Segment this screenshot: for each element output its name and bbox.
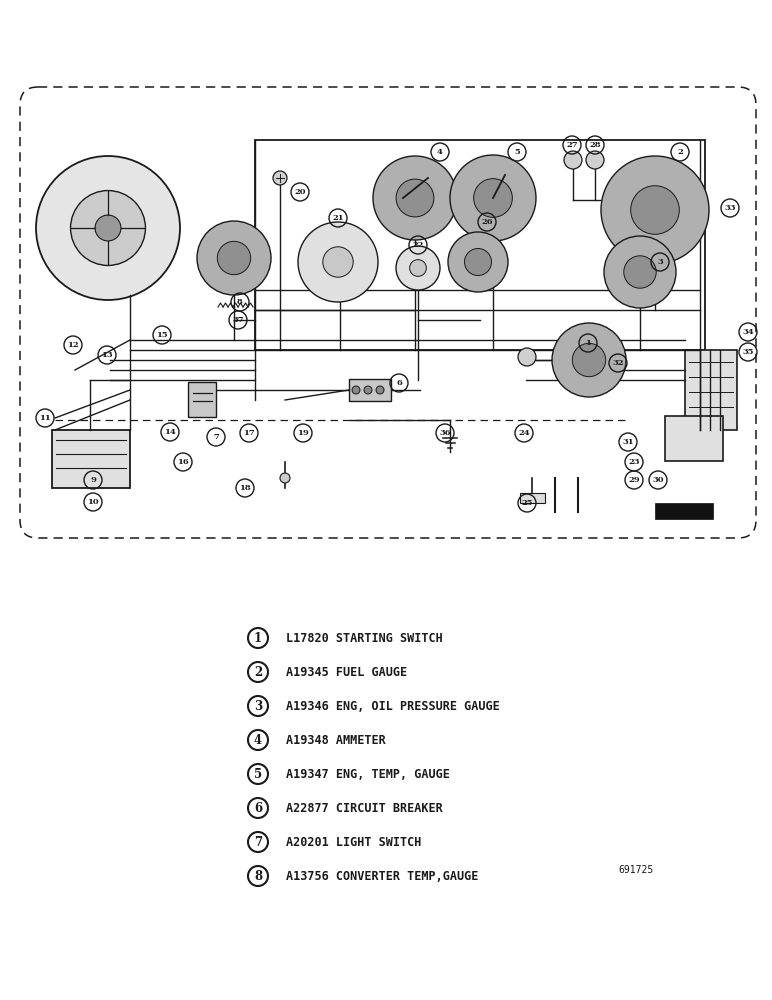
Text: 15: 15 [156, 331, 168, 339]
Circle shape [624, 256, 656, 288]
Text: 6: 6 [396, 379, 402, 387]
Text: 17: 17 [243, 429, 255, 437]
Text: 19: 19 [297, 429, 309, 437]
Circle shape [518, 348, 536, 366]
Text: 20: 20 [294, 188, 306, 196]
Circle shape [448, 232, 508, 292]
Circle shape [218, 241, 251, 275]
Text: 5: 5 [254, 768, 262, 780]
Text: 14: 14 [164, 428, 176, 436]
Circle shape [298, 222, 378, 302]
Text: 30: 30 [652, 476, 664, 484]
Text: A19345 FUEL GAUGE: A19345 FUEL GAUGE [286, 666, 407, 678]
Text: 1: 1 [254, 632, 262, 645]
Text: 1: 1 [585, 339, 591, 347]
Circle shape [474, 179, 513, 217]
Text: A19346 ENG, OIL PRESSURE GAUGE: A19346 ENG, OIL PRESSURE GAUGE [286, 700, 499, 712]
Circle shape [376, 386, 384, 394]
Text: 22: 22 [412, 241, 424, 249]
Bar [349, 379, 391, 401]
Text: 13: 13 [101, 351, 113, 359]
Circle shape [564, 151, 582, 169]
Circle shape [586, 151, 604, 169]
Text: A19348 AMMETER: A19348 AMMETER [286, 734, 386, 746]
Circle shape [70, 191, 145, 265]
Bar [255, 140, 705, 350]
Bar [520, 493, 545, 503]
Text: 3: 3 [657, 258, 663, 266]
Circle shape [572, 343, 606, 377]
Circle shape [410, 260, 426, 276]
Text: 26: 26 [481, 218, 493, 226]
Text: 10: 10 [87, 498, 99, 506]
Text: 2: 2 [677, 148, 683, 156]
Circle shape [197, 221, 271, 295]
Text: A13756 CONVERTER TEMP,GAUGE: A13756 CONVERTER TEMP,GAUGE [286, 869, 479, 882]
Text: L17820 STARTING SWITCH: L17820 STARTING SWITCH [286, 632, 443, 645]
Circle shape [364, 386, 372, 394]
Text: 8: 8 [237, 298, 243, 306]
Text: 9: 9 [90, 476, 96, 484]
Text: 8: 8 [254, 869, 262, 882]
Circle shape [604, 236, 676, 308]
Circle shape [36, 156, 180, 300]
Circle shape [396, 179, 434, 217]
Text: 24: 24 [518, 429, 530, 437]
Text: 27: 27 [566, 141, 577, 149]
Circle shape [450, 155, 536, 241]
Text: 4: 4 [437, 148, 443, 156]
Circle shape [601, 156, 709, 264]
Text: 36: 36 [439, 429, 451, 437]
Text: 12: 12 [67, 341, 79, 349]
Text: 2: 2 [254, 666, 262, 678]
Circle shape [465, 248, 492, 275]
Text: 11: 11 [39, 414, 51, 422]
Circle shape [280, 473, 290, 483]
Text: 7: 7 [213, 433, 219, 441]
Text: 35: 35 [742, 348, 753, 356]
Text: 37: 37 [232, 316, 244, 324]
Text: 34: 34 [742, 328, 753, 336]
Text: 16: 16 [177, 458, 189, 466]
Text: 32: 32 [612, 359, 624, 367]
Text: 18: 18 [239, 484, 251, 492]
Text: 31: 31 [622, 438, 634, 446]
Circle shape [373, 156, 457, 240]
Bar [665, 416, 723, 461]
Circle shape [631, 186, 679, 234]
Circle shape [273, 171, 287, 185]
Text: A20201 LIGHT SWITCH: A20201 LIGHT SWITCH [286, 836, 422, 848]
Circle shape [95, 215, 121, 241]
Text: 4: 4 [254, 734, 262, 746]
Bar [188, 382, 216, 417]
Circle shape [323, 247, 354, 277]
Text: 25: 25 [521, 499, 533, 507]
Bar [655, 503, 713, 519]
Bar [52, 430, 130, 488]
Text: 7: 7 [254, 836, 262, 848]
Text: 5: 5 [514, 148, 520, 156]
Text: A22877 CIRCUIT BREAKER: A22877 CIRCUIT BREAKER [286, 802, 443, 814]
Text: 33: 33 [724, 204, 736, 212]
Text: A19347 ENG, TEMP, GAUGE: A19347 ENG, TEMP, GAUGE [286, 768, 450, 780]
Circle shape [552, 323, 626, 397]
Text: 28: 28 [589, 141, 601, 149]
Text: 23: 23 [628, 458, 640, 466]
Text: 29: 29 [628, 476, 640, 484]
Text: 21: 21 [332, 214, 344, 222]
Bar [685, 350, 737, 430]
Text: 3: 3 [254, 700, 262, 712]
Circle shape [352, 386, 360, 394]
Circle shape [396, 246, 440, 290]
Text: 691725: 691725 [618, 865, 653, 875]
Text: 6: 6 [254, 802, 262, 814]
